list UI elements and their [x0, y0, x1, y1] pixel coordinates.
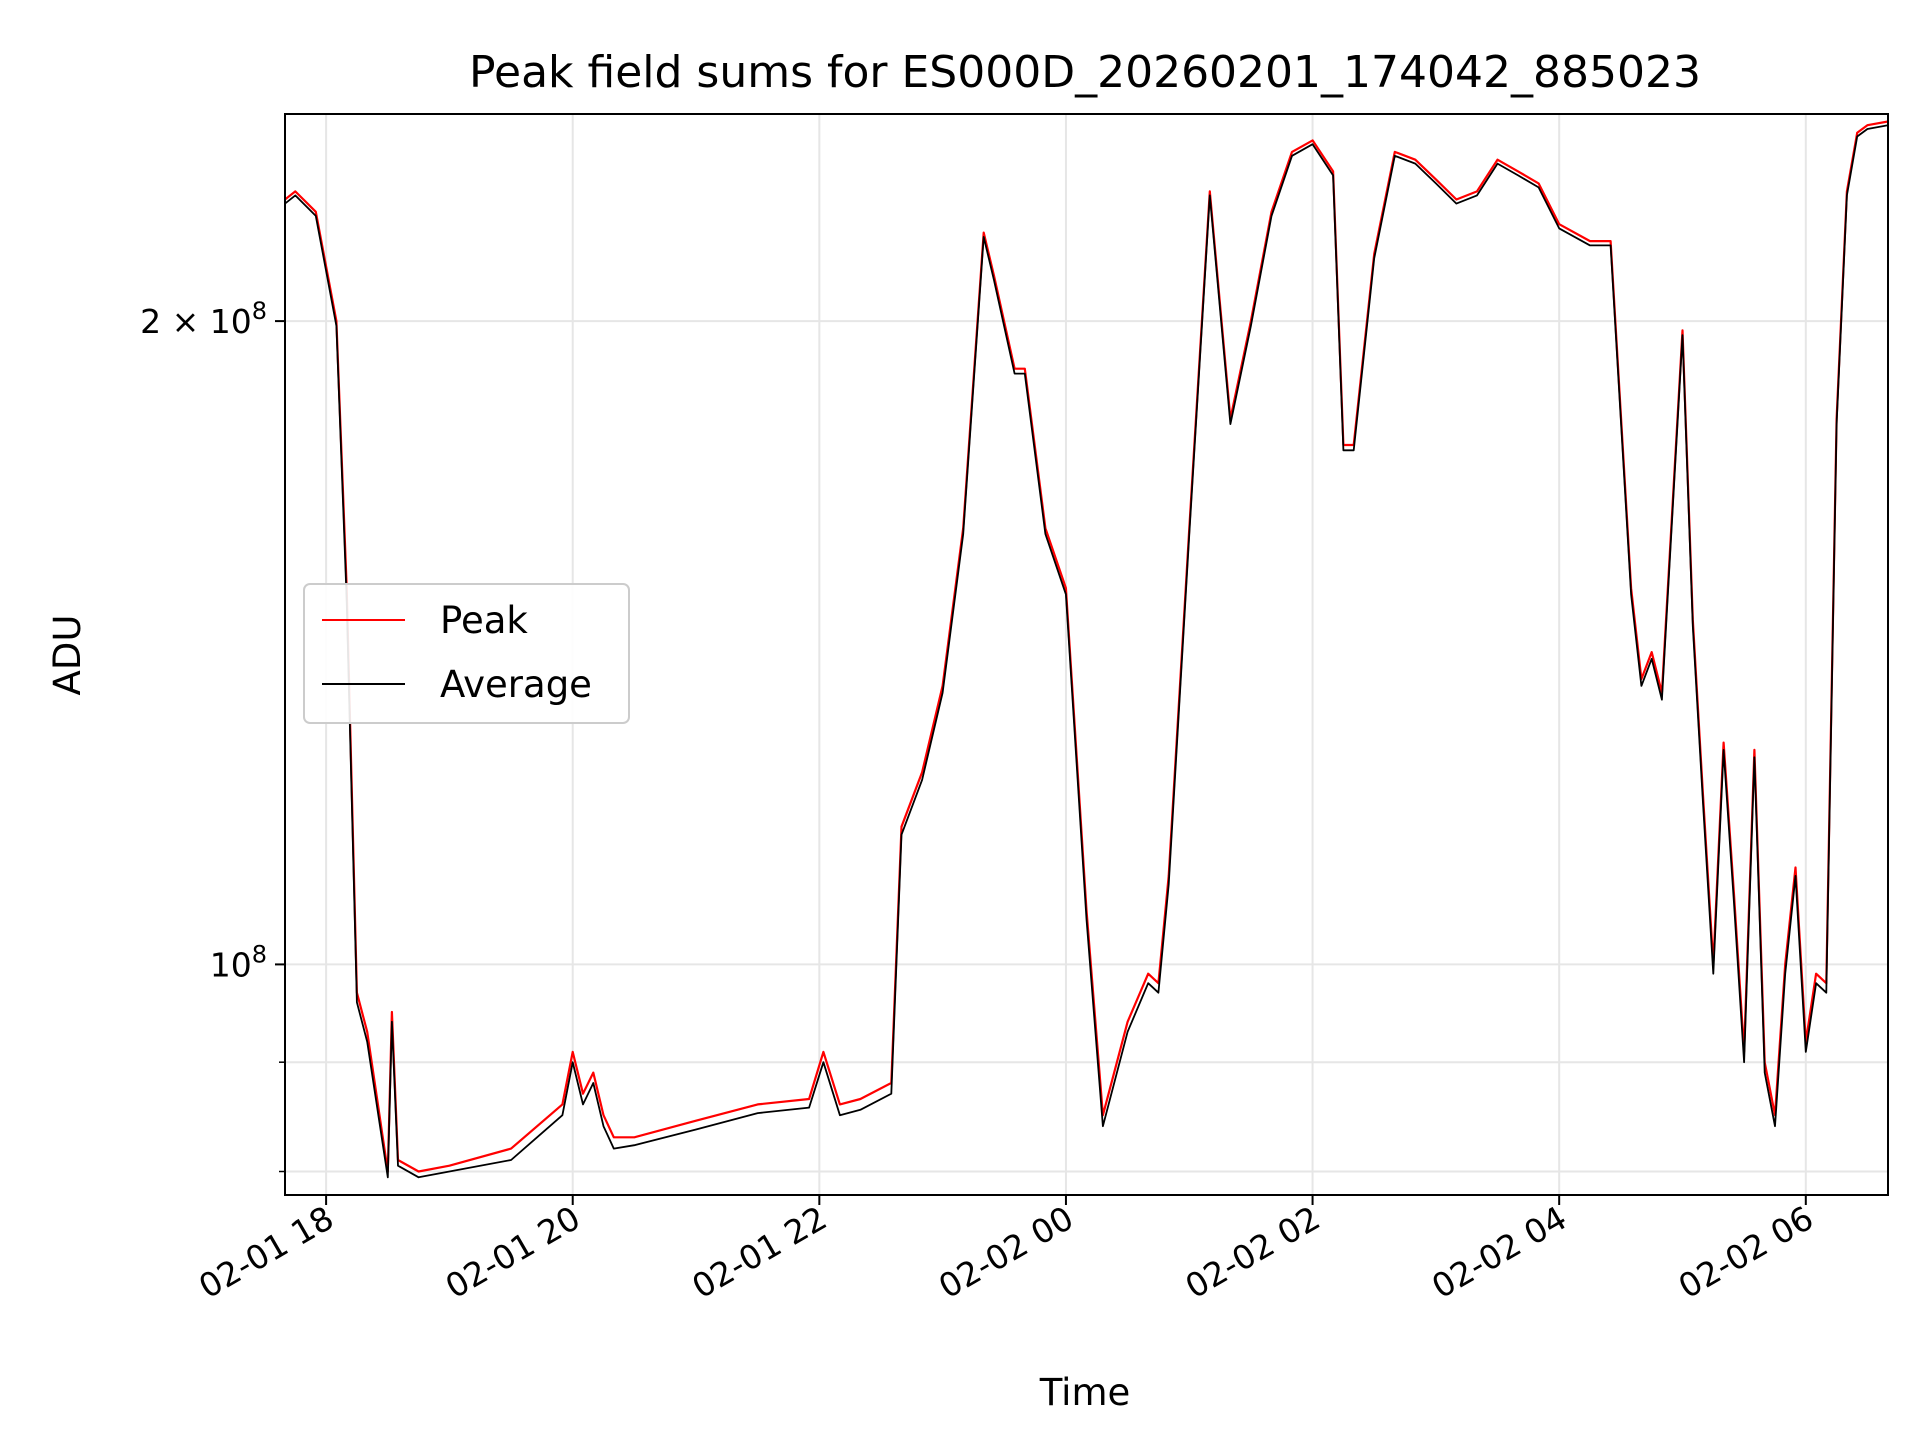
plot-frame — [284, 113, 1889, 1196]
legend-label-average: Average — [440, 663, 592, 706]
y-tick-label: 108 — [210, 940, 267, 984]
y-axis: 108 2 × 108 — [140, 297, 285, 1173]
x-axis-label: Time — [1039, 1371, 1131, 1414]
series-line-average — [285, 124, 1888, 1179]
legend-label-peak: Peak — [440, 599, 528, 642]
plot-area — [285, 120, 1888, 1179]
legend: Peak Average — [303, 583, 630, 724]
y-axis-label: ADU — [46, 615, 89, 696]
legend-box — [303, 583, 630, 724]
y-tick-label: 2 × 108 — [140, 297, 267, 341]
chart-title: Peak field sums for ES000D_20260201_1740… — [469, 47, 1701, 98]
